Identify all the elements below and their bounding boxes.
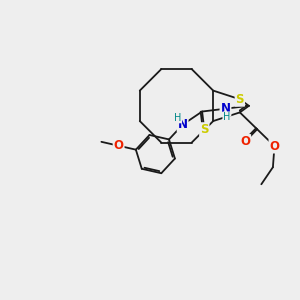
- Text: O: O: [269, 140, 280, 153]
- Text: O: O: [114, 139, 124, 152]
- Text: O: O: [240, 135, 250, 148]
- Text: N: N: [178, 118, 188, 131]
- Text: H: H: [174, 113, 182, 123]
- Text: S: S: [236, 93, 244, 106]
- Text: S: S: [200, 123, 208, 136]
- Text: H: H: [223, 112, 230, 122]
- Text: N: N: [220, 102, 230, 115]
